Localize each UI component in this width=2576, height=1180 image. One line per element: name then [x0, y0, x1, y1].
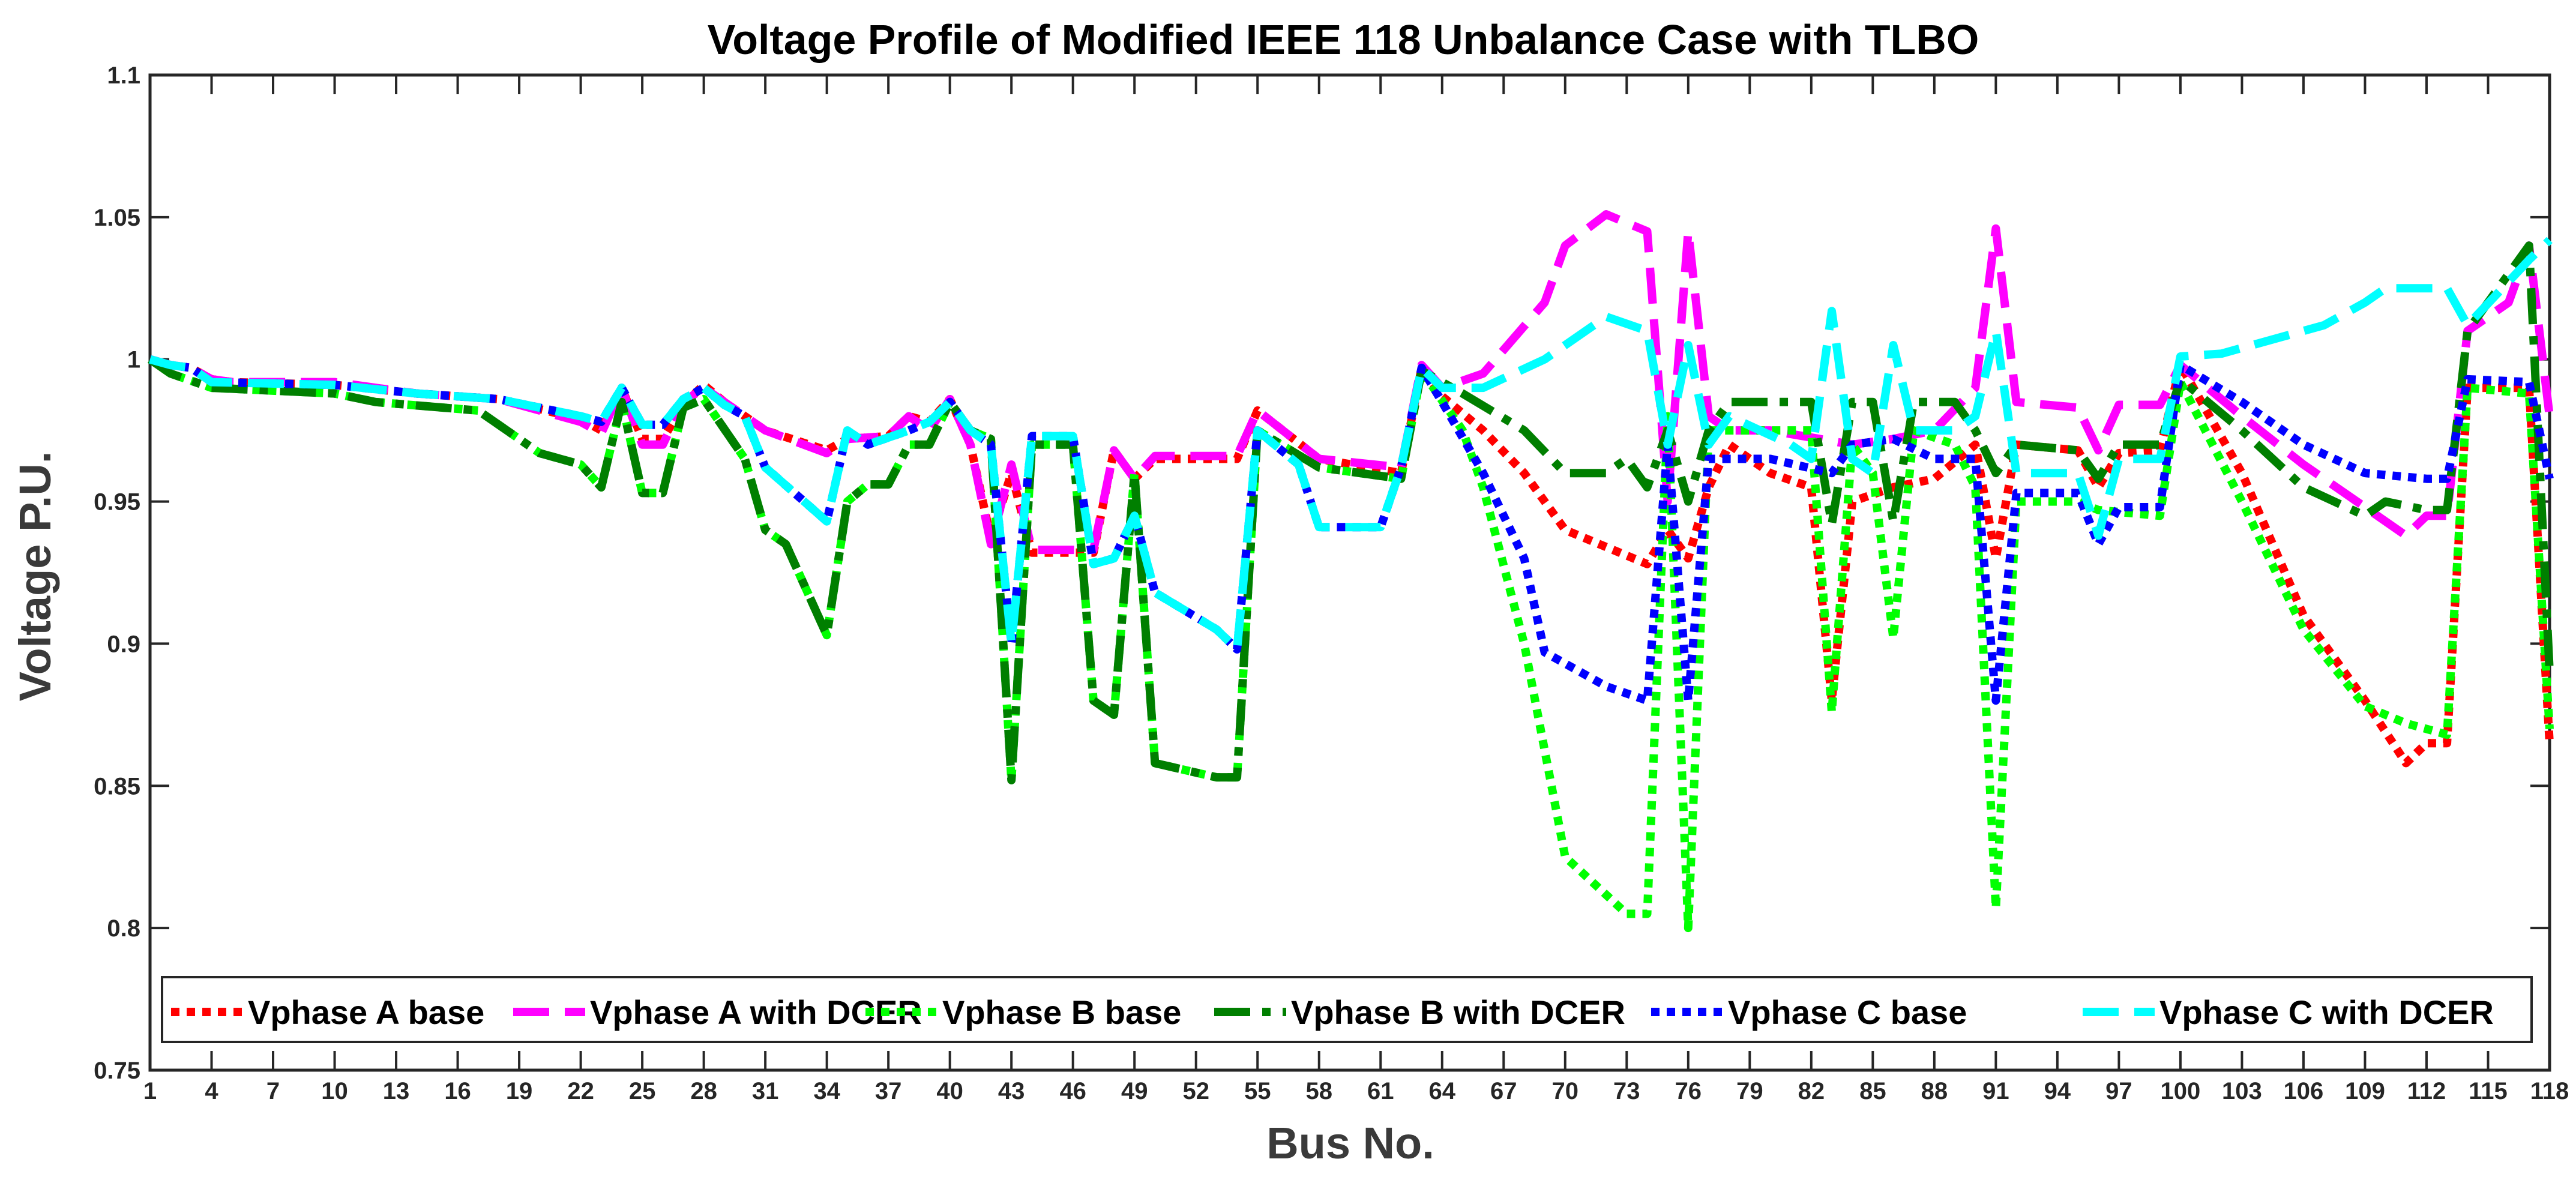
x-tick-label: 73 [1613, 1078, 1640, 1104]
y-axis-label: Voltage P.U. [10, 451, 60, 702]
x-tick-label: 10 [321, 1078, 348, 1104]
series-line-4 [148, 241, 2554, 784]
x-tick-label: 85 [1859, 1078, 1886, 1104]
x-tick-label: 118 [2530, 1078, 2569, 1104]
x-tick-label: 67 [1490, 1078, 1517, 1104]
x-tick-label: 64 [1429, 1078, 1456, 1104]
x-axis-label: Bus No. [1266, 1118, 1434, 1168]
x-tick-label: 112 [2407, 1078, 2446, 1104]
x-tick-label: 37 [875, 1078, 902, 1104]
x-tick-label: 115 [2469, 1078, 2508, 1104]
x-tick-label: 58 [1305, 1078, 1332, 1104]
y-tick-label: 0.9 [107, 631, 140, 657]
x-tick-label: 109 [2345, 1078, 2385, 1104]
y-tick-label: 1 [127, 347, 140, 373]
x-tick-label: 22 [567, 1078, 594, 1104]
axis-ticks: 1 4 7 10 13 16 19 22 25 28 31 34 37 40 43 46 49 52 55 58 61 6… [94, 62, 2569, 1104]
x-tick-label: 55 [1244, 1078, 1271, 1104]
legend-label-3: Vphase B base [942, 993, 1181, 1031]
x-tick-label: 19 [506, 1078, 533, 1104]
x-tick-label: 25 [629, 1078, 656, 1104]
x-tick-label: 46 [1059, 1078, 1086, 1104]
legend: Vphase A base Vphase A with DCER Vphase B … [161, 976, 2533, 1043]
x-tick-label: 40 [936, 1078, 963, 1104]
x-tick-label: 88 [1921, 1078, 1948, 1104]
x-tick-label: 97 [2105, 1078, 2132, 1104]
x-tick-label: 52 [1182, 1078, 1209, 1104]
y-tick-label: 0.75 [94, 1058, 140, 1084]
x-tick-label: 28 [690, 1078, 717, 1104]
x-tick-label: 13 [383, 1078, 410, 1104]
y-tick-label: 0.95 [94, 489, 140, 516]
x-tick-label: 16 [444, 1078, 471, 1104]
x-tick-label: 1 [143, 1078, 157, 1104]
x-tick-label: 91 [1982, 1078, 2009, 1104]
x-tick-label: 79 [1736, 1078, 1763, 1104]
legend-label-6: Vphase C with DCER [2159, 993, 2494, 1031]
y-tick-label: 1.1 [107, 62, 140, 89]
y-tick-label: 0.8 [107, 915, 140, 942]
x-tick-label: 70 [1552, 1078, 1579, 1104]
series-lines [148, 210, 2554, 933]
x-tick-label: 100 [2161, 1078, 2201, 1104]
series-line-6 [149, 236, 2553, 654]
x-tick-label: 76 [1675, 1078, 1702, 1104]
x-tick-label: 49 [1121, 1078, 1148, 1104]
x-tick-label: 34 [813, 1078, 840, 1104]
x-tick-label: 4 [205, 1078, 218, 1104]
x-tick-label: 7 [266, 1078, 280, 1104]
y-tick-label: 0.85 [94, 773, 140, 799]
x-tick-label: 106 [2284, 1078, 2324, 1104]
x-tick-label: 94 [2044, 1078, 2071, 1104]
x-tick-label: 103 [2222, 1078, 2262, 1104]
legend-label-1: Vphase A base [248, 993, 484, 1031]
legend-label-4: Vphase B with DCER [1291, 993, 1625, 1031]
chart-title: Voltage Profile of Modified IEEE 118 Unb… [708, 16, 1979, 63]
x-tick-label: 82 [1798, 1078, 1825, 1104]
series-line-2 [149, 210, 2554, 555]
legend-label-5: Vphase C base [1728, 993, 1967, 1031]
y-tick-label: 1.05 [94, 205, 140, 231]
plot-area [148, 73, 2551, 1072]
x-tick-label: 31 [752, 1078, 779, 1104]
x-tick-label: 61 [1367, 1078, 1394, 1104]
x-tick-label: 43 [998, 1078, 1025, 1104]
